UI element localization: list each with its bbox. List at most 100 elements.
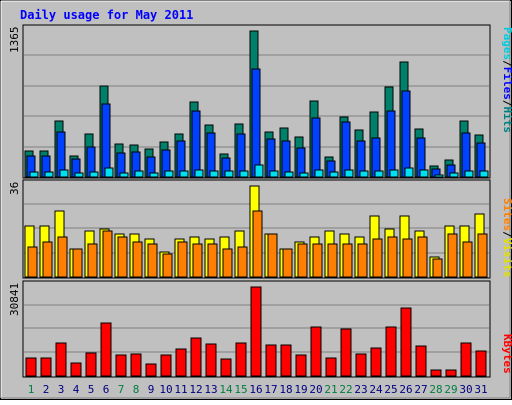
x-tick-label-day-3: 3 [58, 383, 65, 396]
bar-files-day-20 [311, 117, 321, 178]
y-max-label-kbytes: 30841 [8, 283, 21, 316]
x-tick-label-day-24: 24 [369, 383, 383, 396]
bar-sites-day-28 [432, 258, 443, 278]
bar-pages-day-2 [44, 171, 54, 178]
x-tick-label-day-4: 4 [73, 383, 80, 396]
bar-kbytes-day-18 [280, 344, 292, 377]
x-tick-label-day-11: 11 [174, 383, 187, 396]
bar-pages-day-29 [449, 172, 459, 178]
x-tick-label-day-12: 12 [189, 383, 202, 396]
bar-kbytes-day-20 [310, 326, 322, 377]
x-tick-label-day-16: 16 [249, 383, 262, 396]
bar-sites-day-18 [282, 248, 293, 278]
x-tick-label-day-14: 14 [219, 383, 233, 396]
bar-sites-day-21 [327, 243, 338, 278]
bar-sites-day-24 [372, 238, 383, 278]
bar-pages-day-31 [479, 170, 489, 178]
bar-kbytes-day-13 [205, 343, 217, 377]
x-tick-label-day-28: 28 [429, 383, 442, 396]
x-tick-label-day-15: 15 [234, 383, 247, 396]
bar-pages-day-25 [389, 169, 399, 178]
bar-sites-day-29 [447, 233, 458, 278]
bar-pages-day-20 [314, 169, 324, 178]
bar-kbytes-day-29 [445, 369, 457, 377]
bar-sites-day-23 [357, 243, 368, 278]
bar-pages-day-13 [209, 170, 219, 178]
x-tick-label-day-7: 7 [118, 383, 125, 396]
bar-kbytes-day-17 [265, 344, 277, 377]
x-tick-label-day-13: 13 [204, 383, 217, 396]
x-tick-label-day-10: 10 [159, 383, 172, 396]
bar-sites-day-8 [132, 241, 143, 278]
x-tick-label-day-22: 22 [339, 383, 352, 396]
bar-kbytes-day-16 [250, 286, 262, 377]
legend-hits: Pages/Files/Hits [501, 27, 512, 133]
bar-sites-day-13 [207, 243, 218, 278]
bar-sites-day-10 [162, 253, 173, 278]
x-tick-label-day-6: 6 [103, 383, 110, 396]
bar-pages-day-22 [344, 169, 354, 178]
x-tick-label-day-19: 19 [294, 383, 307, 396]
bar-kbytes-day-1 [25, 357, 37, 377]
bar-sites-day-20 [312, 243, 323, 278]
bar-kbytes-day-10 [160, 354, 172, 377]
x-tick-label-day-18: 18 [279, 383, 292, 396]
bar-kbytes-day-12 [190, 337, 202, 377]
bar-kbytes-day-2 [40, 357, 52, 377]
x-tick-label-day-26: 26 [399, 383, 412, 396]
chart-bars [24, 30, 489, 377]
legend-kbytes: KBytes [501, 334, 512, 374]
x-tick-label-day-29: 29 [444, 383, 457, 396]
bar-sites-day-17 [267, 233, 278, 278]
legend-sites: Sites [501, 198, 512, 231]
y-max-label-visits: 36 [8, 182, 21, 195]
bar-sites-day-31 [477, 233, 488, 278]
bar-kbytes-day-22 [340, 328, 352, 377]
bar-sites-day-14 [222, 248, 233, 278]
bar-kbytes-day-15 [235, 342, 247, 377]
bar-files-day-25 [386, 110, 396, 178]
bar-kbytes-day-26 [400, 307, 412, 377]
bar-sites-day-16 [252, 210, 263, 278]
bar-pages-day-12 [194, 169, 204, 178]
bar-kbytes-day-30 [460, 342, 472, 377]
bar-sites-day-11 [177, 241, 188, 278]
bar-kbytes-day-19 [295, 354, 307, 377]
legend-visits: Sites/Visits [501, 198, 512, 278]
x-tick-label-day-25: 25 [384, 383, 397, 396]
bar-pages-day-4 [74, 172, 84, 178]
bar-pages-day-17 [269, 170, 279, 178]
bar-pages-day-5 [89, 171, 99, 178]
legend-sep-3: / [501, 231, 512, 238]
legend-sep-1: / [501, 60, 512, 67]
x-tick-label-day-5: 5 [88, 383, 95, 396]
bar-sites-day-19 [297, 243, 308, 278]
bar-pages-day-16 [254, 164, 264, 178]
x-tick-label-day-27: 27 [414, 383, 427, 396]
bar-kbytes-day-6 [100, 322, 112, 377]
x-tick-label-day-31: 31 [474, 383, 487, 396]
bar-pages-day-28 [434, 174, 444, 178]
bar-kbytes-day-11 [175, 348, 187, 377]
bar-pages-day-18 [284, 171, 294, 178]
y-max-label-hits: 1365 [8, 27, 21, 54]
bar-kbytes-day-9 [145, 363, 157, 377]
bar-pages-day-10 [164, 170, 174, 178]
bar-kbytes-day-25 [385, 326, 397, 377]
bar-files-day-30 [461, 132, 471, 178]
bar-kbytes-day-7 [115, 354, 127, 377]
bar-kbytes-day-5 [85, 352, 97, 377]
x-tick-label-day-2: 2 [43, 383, 50, 396]
legend-pages: Pages [501, 27, 512, 60]
x-tick-label-day-30: 30 [459, 383, 472, 396]
bar-kbytes-day-14 [220, 358, 232, 377]
bar-kbytes-day-4 [70, 362, 82, 377]
bar-files-day-26 [401, 90, 411, 178]
bar-sites-day-15 [237, 246, 248, 278]
bar-files-day-16 [251, 68, 261, 178]
bar-sites-day-9 [147, 243, 158, 278]
bar-pages-day-21 [329, 171, 339, 178]
bar-pages-day-3 [59, 169, 69, 178]
